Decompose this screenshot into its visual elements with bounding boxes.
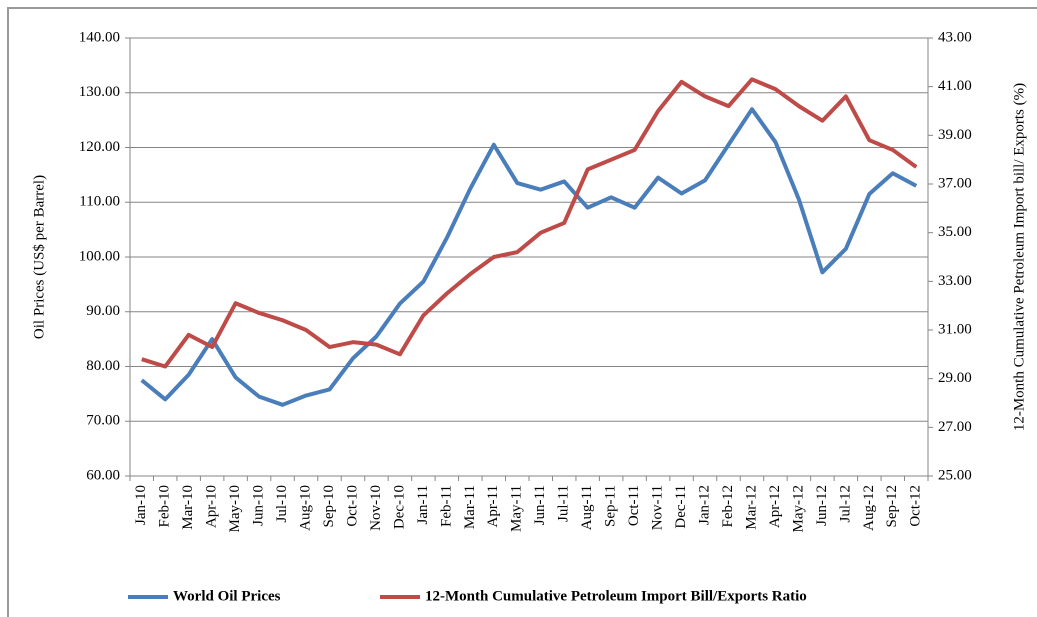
x-tick-label: Apr-12 <box>767 485 783 528</box>
y2-tick-label: 39.00 <box>938 127 972 143</box>
x-tick-label: Oct-12 <box>908 485 924 527</box>
x-tick-label: Jul-11 <box>556 485 572 522</box>
x-tick-label: Aug-10 <box>297 485 313 531</box>
y-tick-label: 140.00 <box>79 29 120 45</box>
x-tick-label: Oct-11 <box>626 485 642 526</box>
y-tick-label: 110.00 <box>79 194 120 210</box>
x-tick-label: Jul-10 <box>274 485 290 523</box>
x-tick-label: Dec-11 <box>673 485 689 529</box>
y2-tick-label: 43.00 <box>938 29 972 45</box>
y2-tick-label: 41.00 <box>938 78 972 94</box>
x-tick-label: Jan-12 <box>696 485 712 525</box>
x-tick-label: Jun-11 <box>532 485 548 525</box>
y2-tick-label: 33.00 <box>938 273 972 289</box>
x-tick-label: Aug-12 <box>861 485 877 531</box>
x-tick-label: Feb-11 <box>438 485 454 527</box>
legend-label: World Oil Prices <box>173 588 281 604</box>
y-tick-label: 70.00 <box>86 413 120 429</box>
series-line <box>141 77 918 369</box>
y-tick-label: 120.00 <box>79 139 120 155</box>
x-tick-label: Mar-10 <box>180 485 196 530</box>
x-tick-label: Feb-10 <box>157 485 173 528</box>
y2-tick-label: 31.00 <box>938 321 972 337</box>
x-tick-label: May-12 <box>790 485 806 533</box>
x-tick-label: May-11 <box>509 485 525 532</box>
y-tick-label: 60.00 <box>86 467 120 483</box>
y-tick-label: 80.00 <box>86 358 120 374</box>
y-tick-label: 100.00 <box>79 248 120 264</box>
x-tick-label: Sep-10 <box>321 485 337 528</box>
y-tick-label: 130.00 <box>79 84 120 100</box>
x-tick-label: Nov-10 <box>368 485 384 531</box>
series-line <box>140 107 918 407</box>
x-tick-label: Oct-10 <box>344 485 360 527</box>
x-tick-label: Aug-11 <box>579 485 595 530</box>
x-tick-label: Jan-11 <box>415 485 431 524</box>
y2-tick-label: 25.00 <box>938 467 972 483</box>
x-tick-label: Sep-12 <box>884 485 900 528</box>
x-tick-label: Jun-12 <box>814 485 830 526</box>
x-tick-label: Mar-11 <box>462 485 478 529</box>
x-tick-label: Jun-10 <box>251 485 267 526</box>
x-tick-label: Dec-10 <box>391 485 407 529</box>
frame <box>7 7 1037 617</box>
x-tick-label: Feb-12 <box>720 485 736 528</box>
x-tick-label: Apr-11 <box>485 485 501 527</box>
x-tick-label: May-10 <box>227 485 243 533</box>
y2-tick-label: 29.00 <box>938 370 972 386</box>
x-tick-label: Mar-12 <box>743 485 759 530</box>
x-tick-label: Nov-11 <box>650 485 666 530</box>
y-axis-label: Oil Prices (US$ per Barrel) <box>31 175 47 339</box>
y2-tick-label: 27.00 <box>938 419 972 435</box>
y-tick-label: 90.00 <box>86 303 120 319</box>
x-tick-label: Jan-10 <box>133 485 149 525</box>
y2-axis-label: 12-Month Cumulative Petroleum Import bil… <box>1011 83 1027 431</box>
y2-tick-label: 35.00 <box>938 224 972 240</box>
y2-tick-label: 37.00 <box>938 175 972 191</box>
x-tick-label: Apr-10 <box>204 485 220 528</box>
legend-label: 12-Month Cumulative Petroleum Import Bil… <box>425 588 807 604</box>
x-tick-label: Sep-11 <box>603 485 619 527</box>
x-tick-label: Jul-12 <box>837 485 853 523</box>
